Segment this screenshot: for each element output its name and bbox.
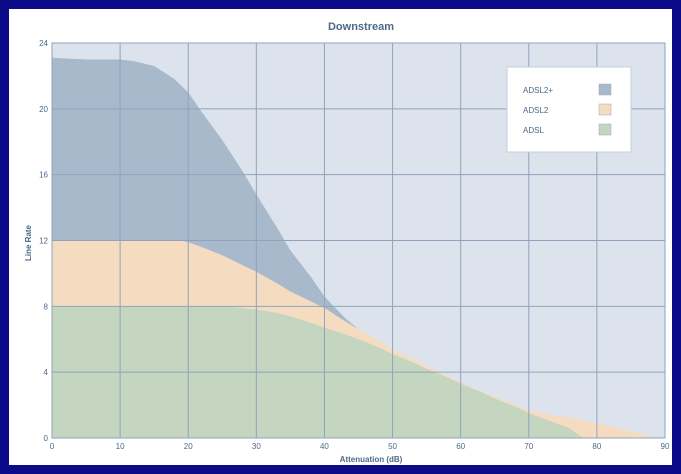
x-tick-label: 60 — [456, 442, 465, 451]
x-tick-label: 30 — [252, 442, 261, 451]
chart-svg: Downstream Attenuation (dB) Line Rate 0 1… — [24, 21, 670, 464]
y-tick-label: 20 — [39, 105, 48, 114]
legend-label-adsl: ADSL — [523, 126, 544, 135]
y-tick-label: 4 — [44, 368, 49, 377]
chart-frame: Downstream Attenuation (dB) Line Rate 0 1… — [9, 9, 672, 465]
y-tick-label: 24 — [39, 39, 48, 48]
legend-label-adsl2: ADSL2 — [523, 106, 549, 115]
x-tick-label: 40 — [320, 442, 329, 451]
y-tick-label: 16 — [39, 171, 48, 180]
x-tick-label: 80 — [592, 442, 601, 451]
legend-swatch-adsl2 — [598, 103, 612, 116]
x-tick-label: 10 — [116, 442, 125, 451]
legend-label-adsl2-: ADSL2+ — [523, 86, 553, 95]
y-tick-label: 8 — [44, 302, 49, 311]
x-tick-label: 50 — [388, 442, 397, 451]
plot-border — [51, 42, 666, 439]
y-tick-label: 0 — [44, 434, 49, 443]
x-tick-label: 70 — [524, 442, 533, 451]
y-tick-label: 12 — [39, 237, 48, 246]
x-tick-label: 0 — [50, 442, 55, 451]
x-tick-label: 20 — [184, 442, 193, 451]
y-axis-label: Line Rate — [24, 224, 33, 261]
x-tick-label: 90 — [661, 442, 670, 451]
legend-swatch-adsl — [598, 123, 612, 136]
legend-swatch-adsl2- — [598, 83, 612, 96]
chart-title: Downstream — [328, 21, 394, 33]
x-axis-label: Attenuation (dB) — [340, 455, 403, 464]
